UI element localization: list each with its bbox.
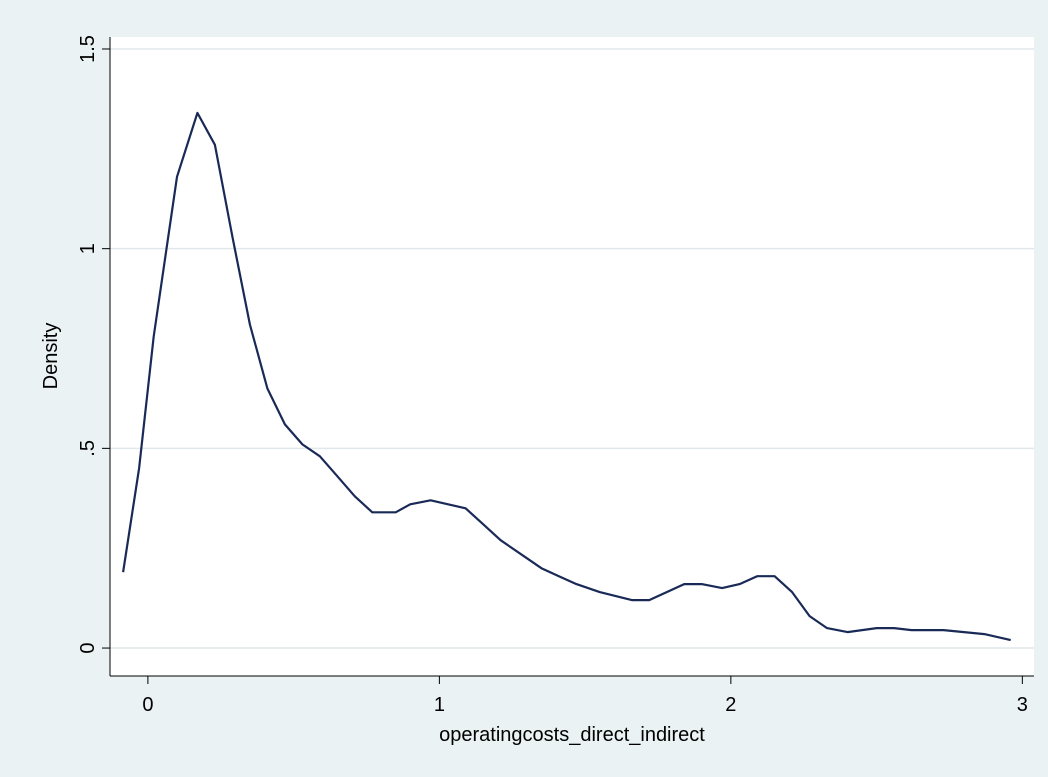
y-tick-label: 0 <box>77 642 99 653</box>
gridlines <box>110 48 1034 649</box>
x-axis-label: operatingcosts_direct_indirect <box>439 724 705 746</box>
y-tick-label: .5 <box>77 440 99 457</box>
x-tick-label: 3 <box>1017 694 1028 716</box>
y-tick-label: 1 <box>77 243 99 254</box>
y-axis-ticks: 0 .5 1 1.5 <box>77 35 110 654</box>
plot-area <box>110 37 1034 676</box>
x-tick-label: 2 <box>725 694 736 716</box>
x-tick-label: 0 <box>142 694 153 716</box>
y-axis-label: Density <box>40 323 62 390</box>
x-tick-label: 1 <box>434 694 445 716</box>
density-line <box>122 111 1011 642</box>
y-tick-label: 1.5 <box>77 35 99 63</box>
x-axis-ticks: 0 1 2 3 <box>142 676 1028 716</box>
